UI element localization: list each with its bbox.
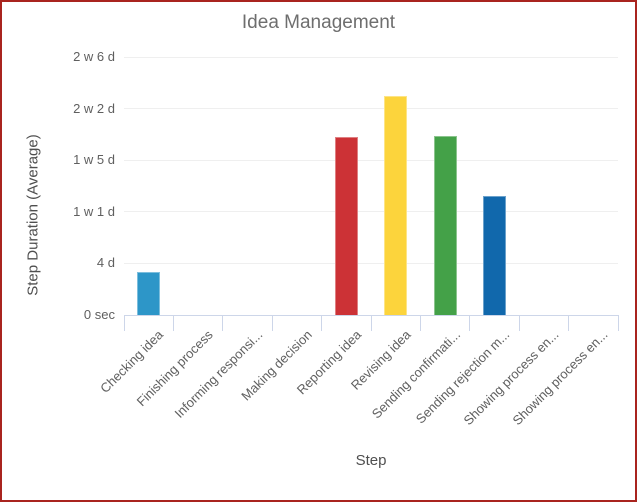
x-category-label: Informing responsi... [171,327,266,421]
x-axis-tick [568,315,570,331]
gridline [124,262,618,264]
x-axis-tick [172,315,174,331]
x-axis-tick [123,315,125,331]
x-axis-tick [518,315,520,331]
x-axis-tick [419,315,421,331]
y-tick-label: 0 sec [83,307,115,322]
x-axis-tick [271,315,273,331]
chart-title: Idea Management [241,12,396,33]
bar-reporting-idea[interactable] [334,136,358,315]
bar-checking-idea[interactable] [137,272,161,315]
y-tick-label: 4 d [96,255,115,271]
x-axis-tick [469,315,471,331]
x-category-label: Showing process en... [509,327,611,429]
x-axis-tick [617,315,619,331]
y-tick-label: 2 w 6 d [73,49,115,64]
bar-revising-idea[interactable] [384,95,408,315]
y-tick-label: 2 w 2 d [73,100,115,116]
x-axis-tick [321,315,323,331]
x-category-label: Sending rejection m... [412,327,513,427]
bar-sending-confirmati[interactable] [433,135,457,315]
bar-sending-rejection-m[interactable] [483,196,506,315]
gridline [124,56,618,58]
gridline [124,211,618,213]
gridline [124,159,618,161]
gridline [124,108,618,110]
x-category-label: Showing process en... [460,327,562,429]
x-category-label: Sending confirmati... [368,327,463,422]
x-axis-title: Step [355,452,387,469]
y-tick-label: 1 w 5 d [73,152,115,168]
x-axis-tick [370,315,372,331]
x-axis-tick [222,315,224,331]
y-tick-label: 1 w 1 d [73,203,115,219]
